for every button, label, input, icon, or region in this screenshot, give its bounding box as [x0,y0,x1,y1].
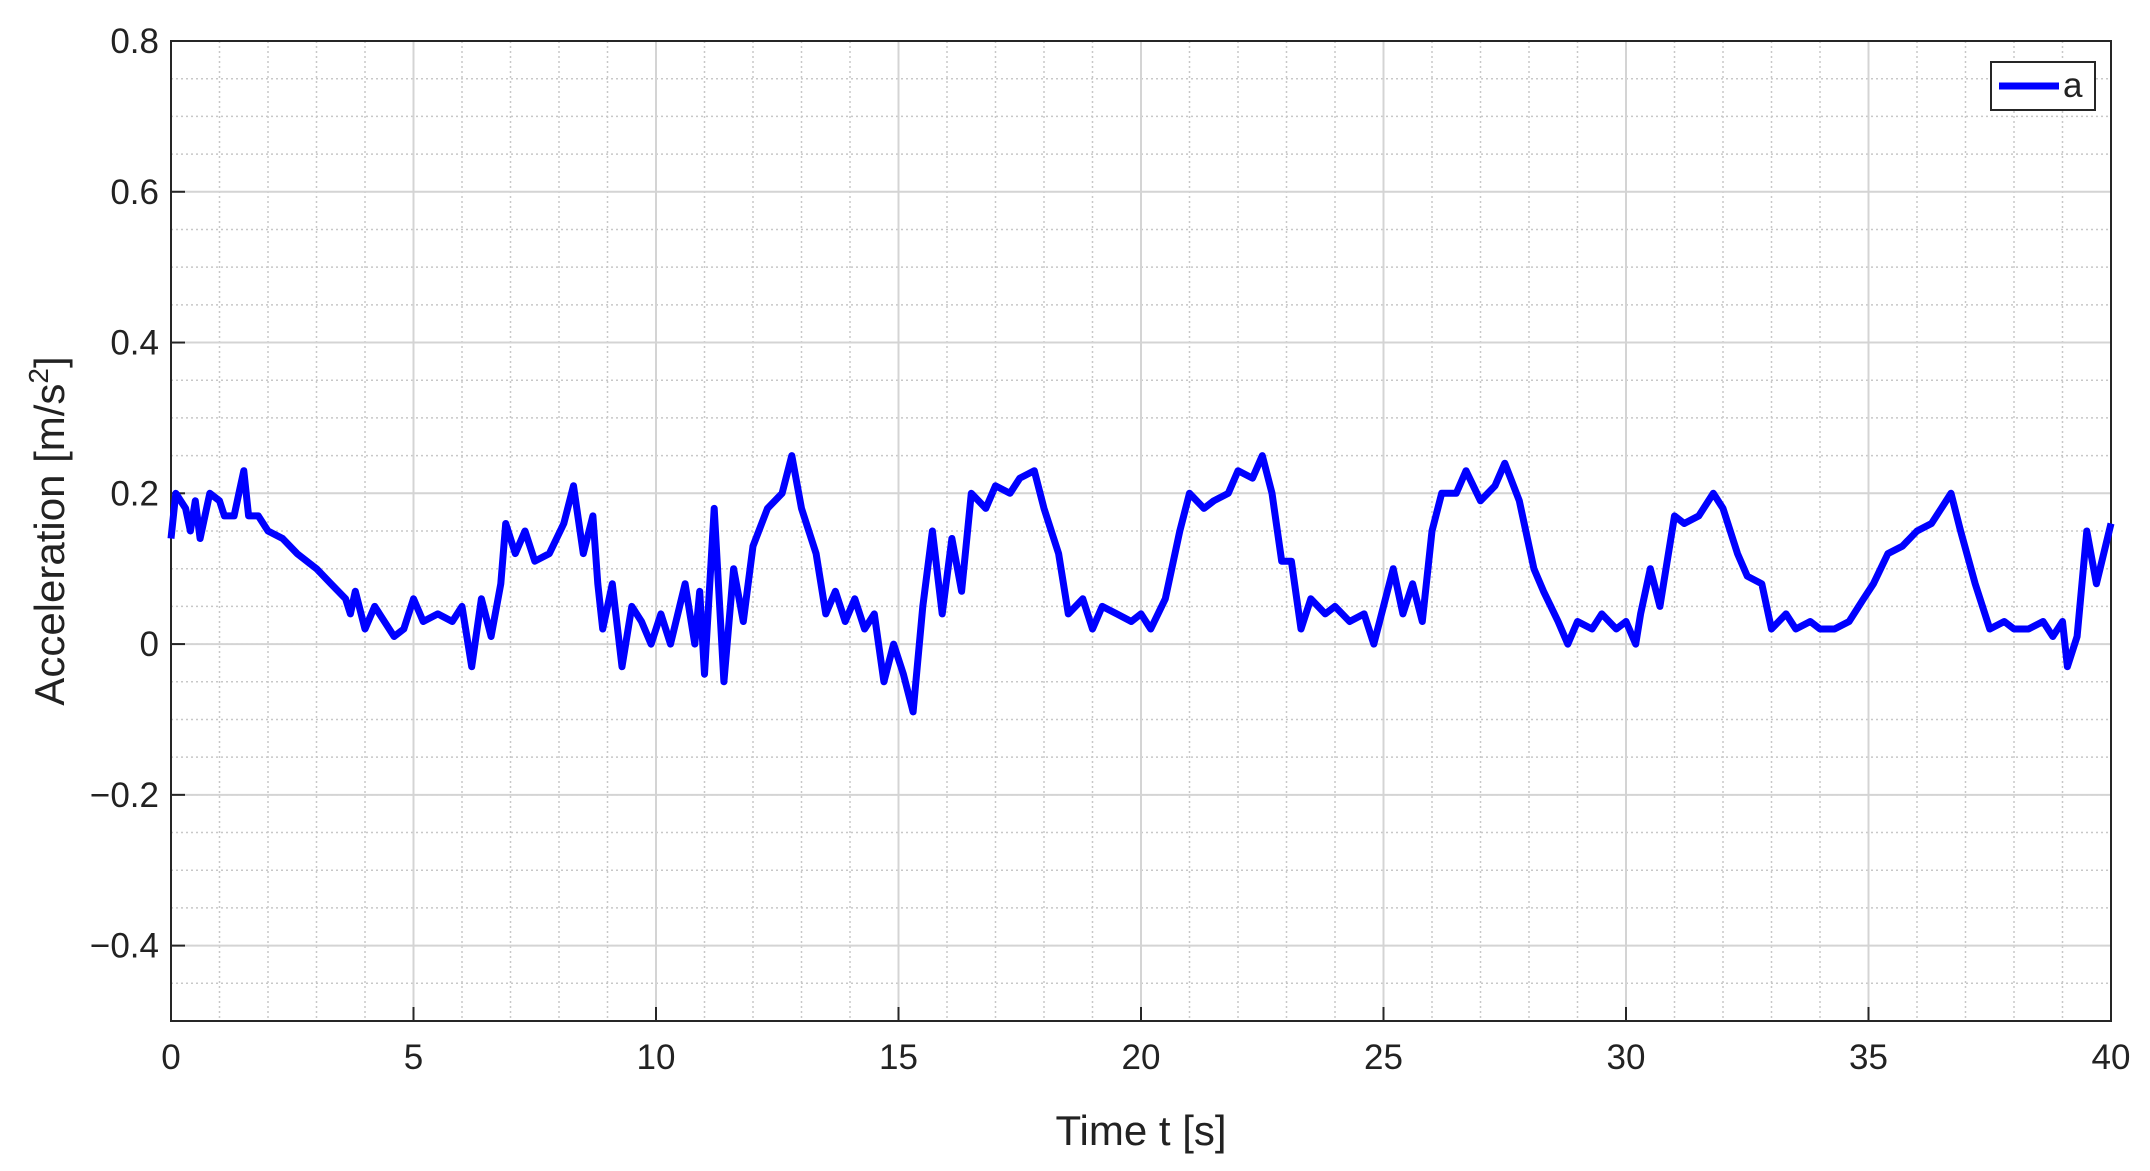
y-axis-label-sup: 2 [23,368,54,384]
x-tick-label: 0 [161,1038,180,1077]
x-tick-label: 15 [879,1038,918,1077]
x-axis-label: Time t [s] [1055,1107,1226,1154]
y-tick-label: 0.4 [110,324,159,363]
x-tick-label: 20 [1122,1038,1161,1077]
x-tick-label: 40 [2092,1038,2131,1077]
x-tick-label: 5 [404,1038,423,1077]
y-tick-label: 0.6 [110,173,159,212]
y-tick-label: −0.4 [90,927,159,966]
x-tick-label: 30 [1607,1038,1646,1077]
x-tick-label: 25 [1364,1038,1403,1077]
legend-label: a [2063,66,2083,105]
y-tick-label: 0.2 [110,474,159,513]
y-tick-label: 0.8 [110,22,159,61]
y-axis-label: Acceleration [m/s2] [23,356,73,705]
y-axis-label-text: Acceleration [m/s [26,384,73,706]
y-tick-label: −0.2 [90,776,159,815]
y-tick-label: 0 [140,625,159,664]
x-tick-label: 10 [637,1038,676,1077]
data-line [167,452,2115,716]
x-tick-label: 35 [1849,1038,1888,1077]
y-axis-label-suffix: ] [26,356,73,368]
